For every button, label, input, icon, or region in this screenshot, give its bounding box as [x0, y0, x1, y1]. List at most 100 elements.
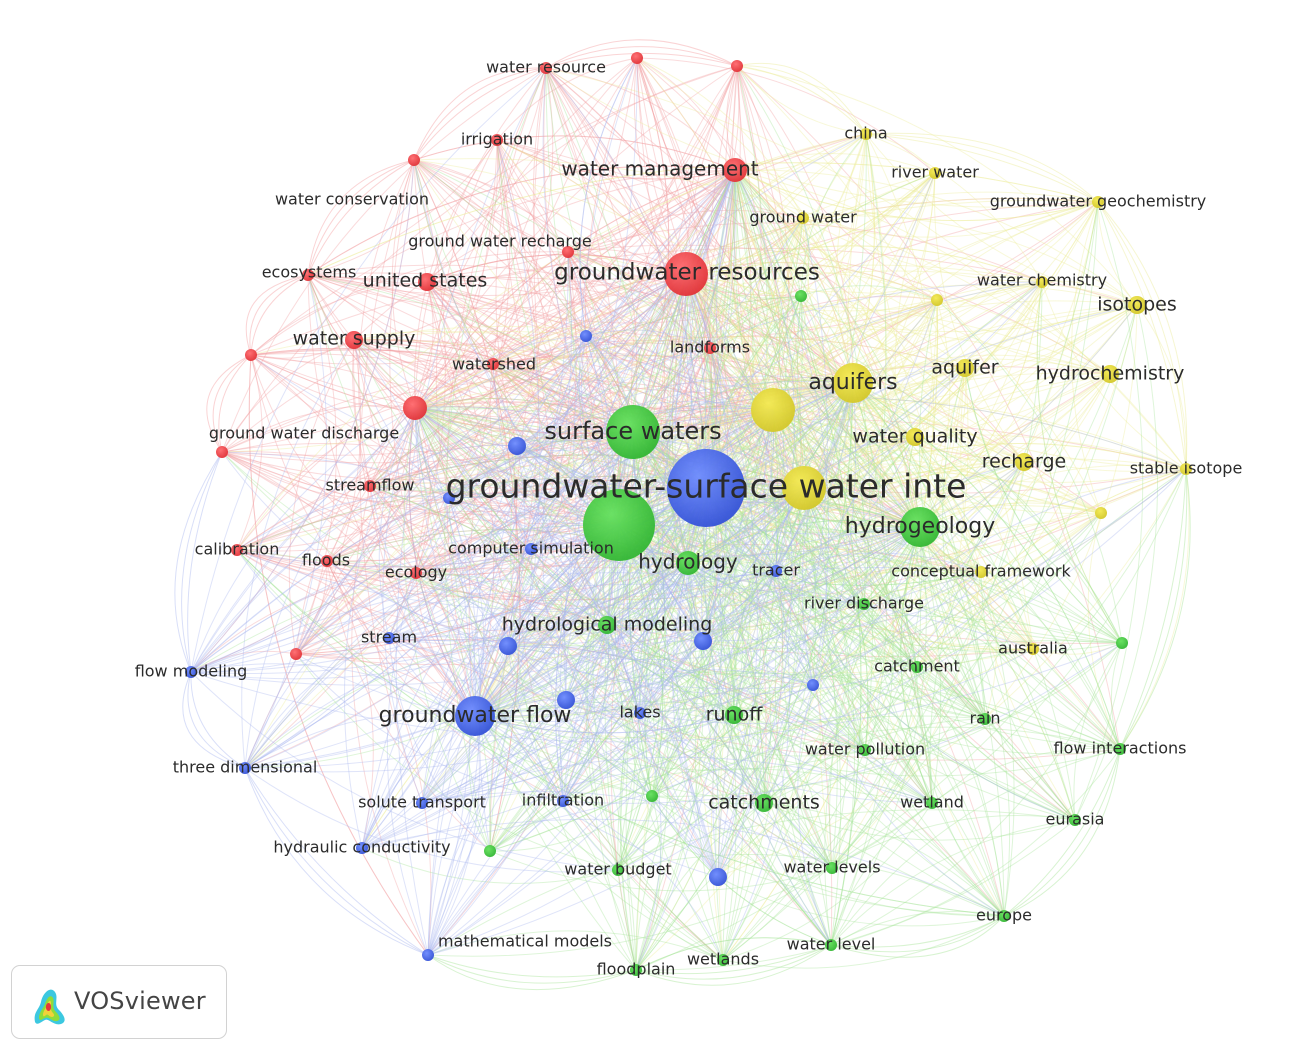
edge-link	[492, 197, 1099, 365]
edge-link	[474, 715, 724, 961]
edge-link	[763, 487, 817, 804]
edge-link	[632, 367, 966, 439]
edge-link	[722, 436, 916, 961]
edge-link	[562, 800, 724, 961]
edge-link	[474, 715, 765, 805]
edge-link	[489, 715, 986, 852]
edge-link	[829, 526, 921, 869]
edge-link	[352, 339, 417, 574]
edge-link	[709, 201, 1099, 349]
edge-link	[639, 562, 689, 714]
edge-link	[361, 562, 689, 849]
node-label: isotopes	[1097, 294, 1177, 316]
network-node[interactable]	[499, 637, 517, 655]
edge-link	[545, 67, 687, 275]
edge-link	[1087, 512, 1121, 750]
network-node[interactable]	[795, 290, 807, 302]
edge-link	[847, 133, 1005, 917]
edge-link	[685, 273, 854, 384]
edge-link	[307, 169, 736, 280]
edge-link	[919, 201, 1099, 528]
edge-link	[369, 485, 765, 804]
edge-link	[221, 451, 689, 569]
edge-link	[651, 795, 832, 946]
edge-link	[221, 273, 687, 453]
network-node-water-conservation[interactable]	[408, 154, 420, 166]
edge-link	[685, 273, 1005, 917]
edge-link	[803, 133, 875, 489]
edge-link	[687, 562, 986, 720]
edge-link	[351, 485, 429, 956]
edge-link	[729, 169, 805, 489]
edge-link	[415, 572, 1034, 674]
network-node[interactable]	[709, 868, 727, 886]
edge-link	[388, 409, 774, 639]
network-node[interactable]	[631, 52, 643, 64]
edge-link	[489, 169, 736, 852]
vosviewer-badge[interactable]: VOSviewer	[11, 965, 227, 1039]
edge-link	[414, 407, 518, 447]
edge-link	[635, 718, 986, 971]
network-node[interactable]	[580, 330, 592, 342]
edge-link	[705, 65, 762, 489]
edge-link	[831, 666, 918, 869]
edge-link	[427, 431, 634, 956]
edge-link	[831, 815, 1076, 869]
edge-link	[803, 367, 966, 489]
edge-link	[736, 65, 871, 605]
edge-link	[307, 217, 804, 297]
edge-link	[474, 487, 707, 717]
network-node[interactable]	[1116, 637, 1128, 649]
edge-link	[703, 169, 736, 349]
edge-link	[831, 571, 982, 869]
network-node[interactable]	[751, 388, 795, 432]
edge-link	[474, 445, 526, 717]
edge-link	[639, 526, 921, 714]
edge-link	[1074, 201, 1144, 821]
network-node[interactable]	[731, 60, 743, 72]
network-node[interactable]	[646, 790, 658, 802]
edge-link	[933, 172, 1025, 463]
edge-link	[516, 273, 687, 447]
network-node[interactable]	[484, 845, 496, 857]
edge-link	[734, 169, 921, 528]
edge-link	[772, 409, 1102, 514]
edge-link	[727, 169, 774, 411]
network-node[interactable]	[290, 648, 302, 660]
edge-link	[802, 217, 854, 384]
edge-link	[734, 169, 795, 572]
edge-link	[685, 273, 805, 489]
edge-link	[468, 57, 638, 717]
edge-link	[295, 653, 619, 871]
edge-link	[685, 172, 936, 275]
edge-link	[236, 548, 532, 577]
edge-link	[221, 442, 620, 526]
network-node[interactable]	[931, 294, 943, 306]
edge-link	[474, 569, 982, 717]
edge-link	[530, 367, 966, 550]
edge-link	[413, 159, 707, 489]
edge-link	[307, 274, 774, 413]
edge-link	[778, 217, 805, 489]
network-node-ground-water-discharge[interactable]	[216, 446, 228, 458]
edge-link	[705, 487, 986, 720]
edge-link	[250, 349, 921, 528]
edge-link	[617, 431, 666, 871]
edge-link	[190, 159, 415, 673]
node-label: water quality	[852, 426, 977, 448]
network-node[interactable]	[1095, 507, 1107, 519]
network-node[interactable]	[245, 349, 257, 361]
network-node[interactable]	[403, 396, 427, 420]
network-node[interactable]	[807, 679, 819, 691]
edge-link	[852, 201, 1099, 384]
edge-link	[414, 407, 564, 802]
edge-link	[722, 133, 887, 961]
edge-link	[474, 468, 1187, 717]
network-node-mathematical-models[interactable]	[422, 949, 434, 961]
edge-link	[562, 409, 774, 802]
edge-link	[734, 169, 1034, 650]
network-node[interactable]	[508, 437, 526, 455]
edge-link	[545, 67, 1187, 470]
edge-link	[236, 549, 608, 632]
